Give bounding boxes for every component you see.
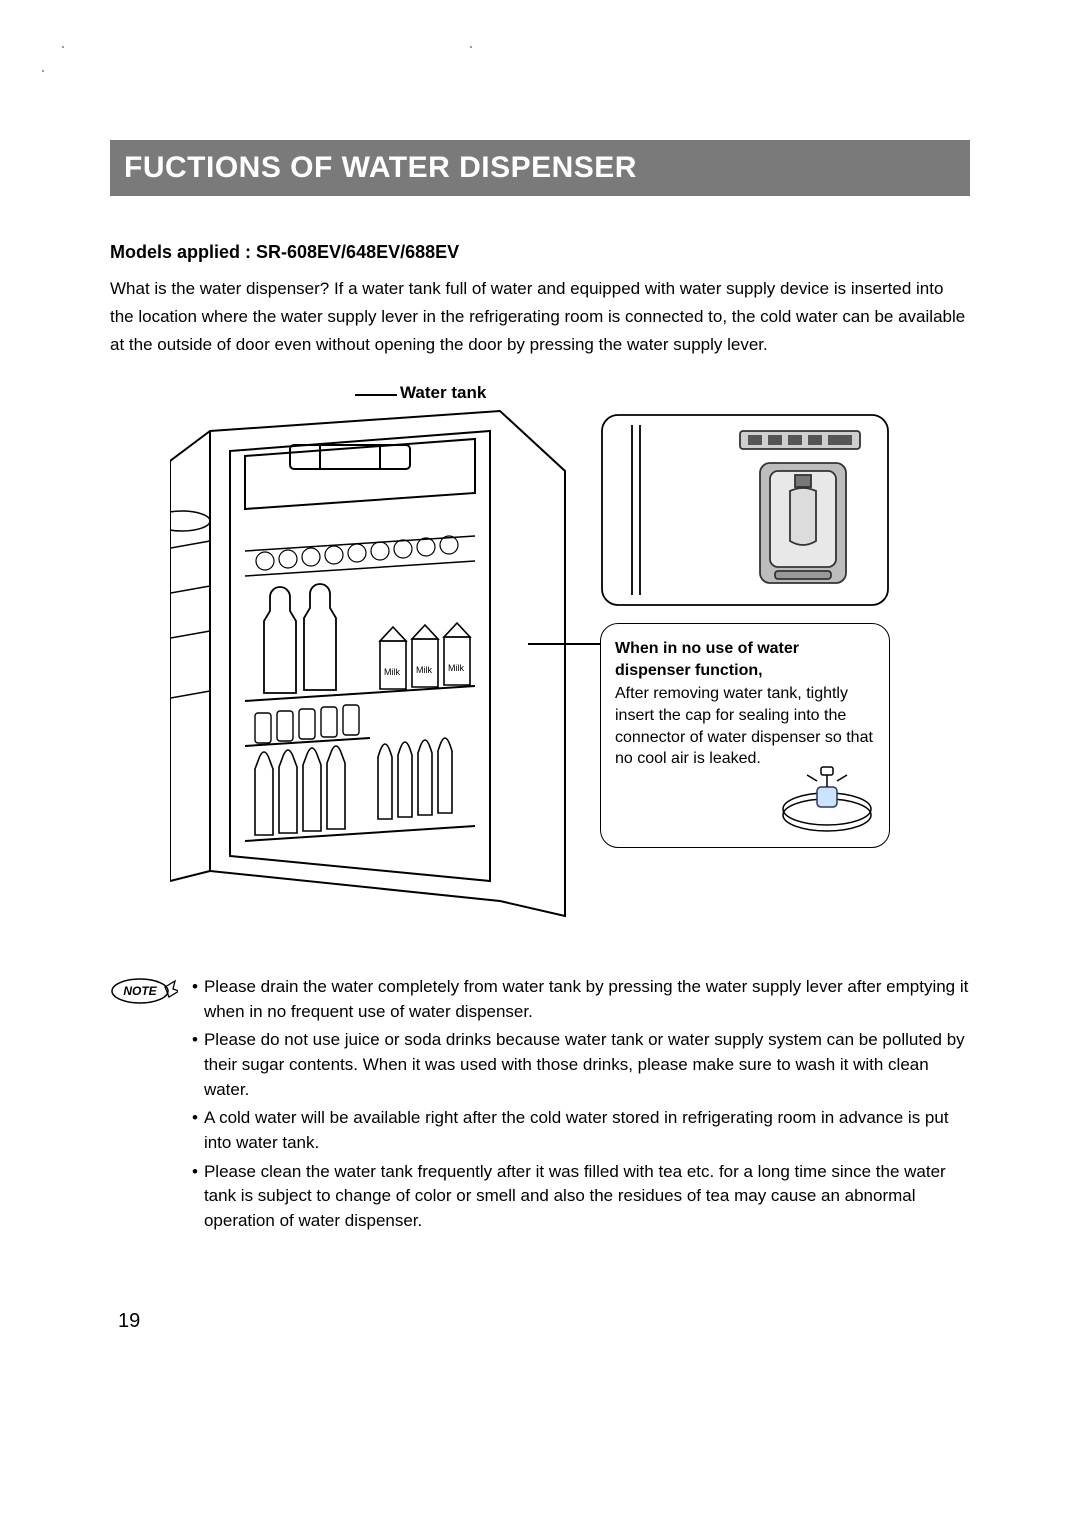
note-text: Please drain the water completely from w… [204, 975, 970, 1024]
water-tank-leader-line [355, 394, 397, 396]
crop-mark-icon [42, 70, 44, 72]
callout-box: When in no use of water dispenser functi… [600, 623, 890, 848]
bullet-icon: • [192, 1160, 198, 1234]
content-section: Models applied : SR-608EV/648EV/688EV Wh… [110, 242, 970, 1238]
note-item: • Please do not use juice or soda drinks… [192, 1028, 970, 1102]
svg-text:NOTE: NOTE [123, 984, 157, 998]
connector-cap-diagram [777, 757, 877, 837]
svg-text:Milk: Milk [384, 667, 400, 677]
intro-paragraph: What is the water dispenser? If a water … [110, 275, 970, 359]
fridge-interior-diagram: Milk Milk Milk [170, 401, 570, 921]
notes-list: • Please drain the water completely from… [192, 975, 970, 1237]
section-title: FUCTIONS OF WATER DISPENSER [124, 151, 637, 185]
note-item: • A cold water will be available right a… [192, 1106, 970, 1155]
water-tank-label: Water tank [400, 383, 486, 403]
bullet-icon: • [192, 1106, 198, 1155]
section-title-bar: FUCTIONS OF WATER DISPENSER [110, 140, 970, 196]
note-item: • Please drain the water completely from… [192, 975, 970, 1024]
figure-area: Water tank [110, 383, 970, 943]
callout-title: When in no use of water dispenser functi… [615, 638, 875, 681]
page-number: 19 [118, 1310, 140, 1333]
note-item: • Please clean the water tank frequently… [192, 1160, 970, 1234]
callout-leader-line [528, 643, 600, 645]
svg-text:Milk: Milk [448, 663, 464, 673]
note-text: Please clean the water tank frequently a… [204, 1160, 970, 1234]
svg-text:Milk: Milk [416, 665, 432, 675]
crop-mark-icon [62, 46, 64, 48]
note-text: Please do not use juice or soda drinks b… [204, 1028, 970, 1102]
notes-block: NOTE • Please drain the water completely… [110, 975, 970, 1237]
manual-page: FUCTIONS OF WATER DISPENSER Models appli… [110, 140, 970, 1238]
crop-mark-icon [470, 46, 472, 48]
note-badge-icon: NOTE [110, 977, 178, 1005]
dispenser-exterior-diagram [600, 413, 890, 608]
bullet-icon: • [192, 1028, 198, 1102]
note-text: A cold water will be available right aft… [204, 1106, 970, 1155]
models-applied-heading: Models applied : SR-608EV/648EV/688EV [110, 242, 970, 263]
bullet-icon: • [192, 975, 198, 1024]
